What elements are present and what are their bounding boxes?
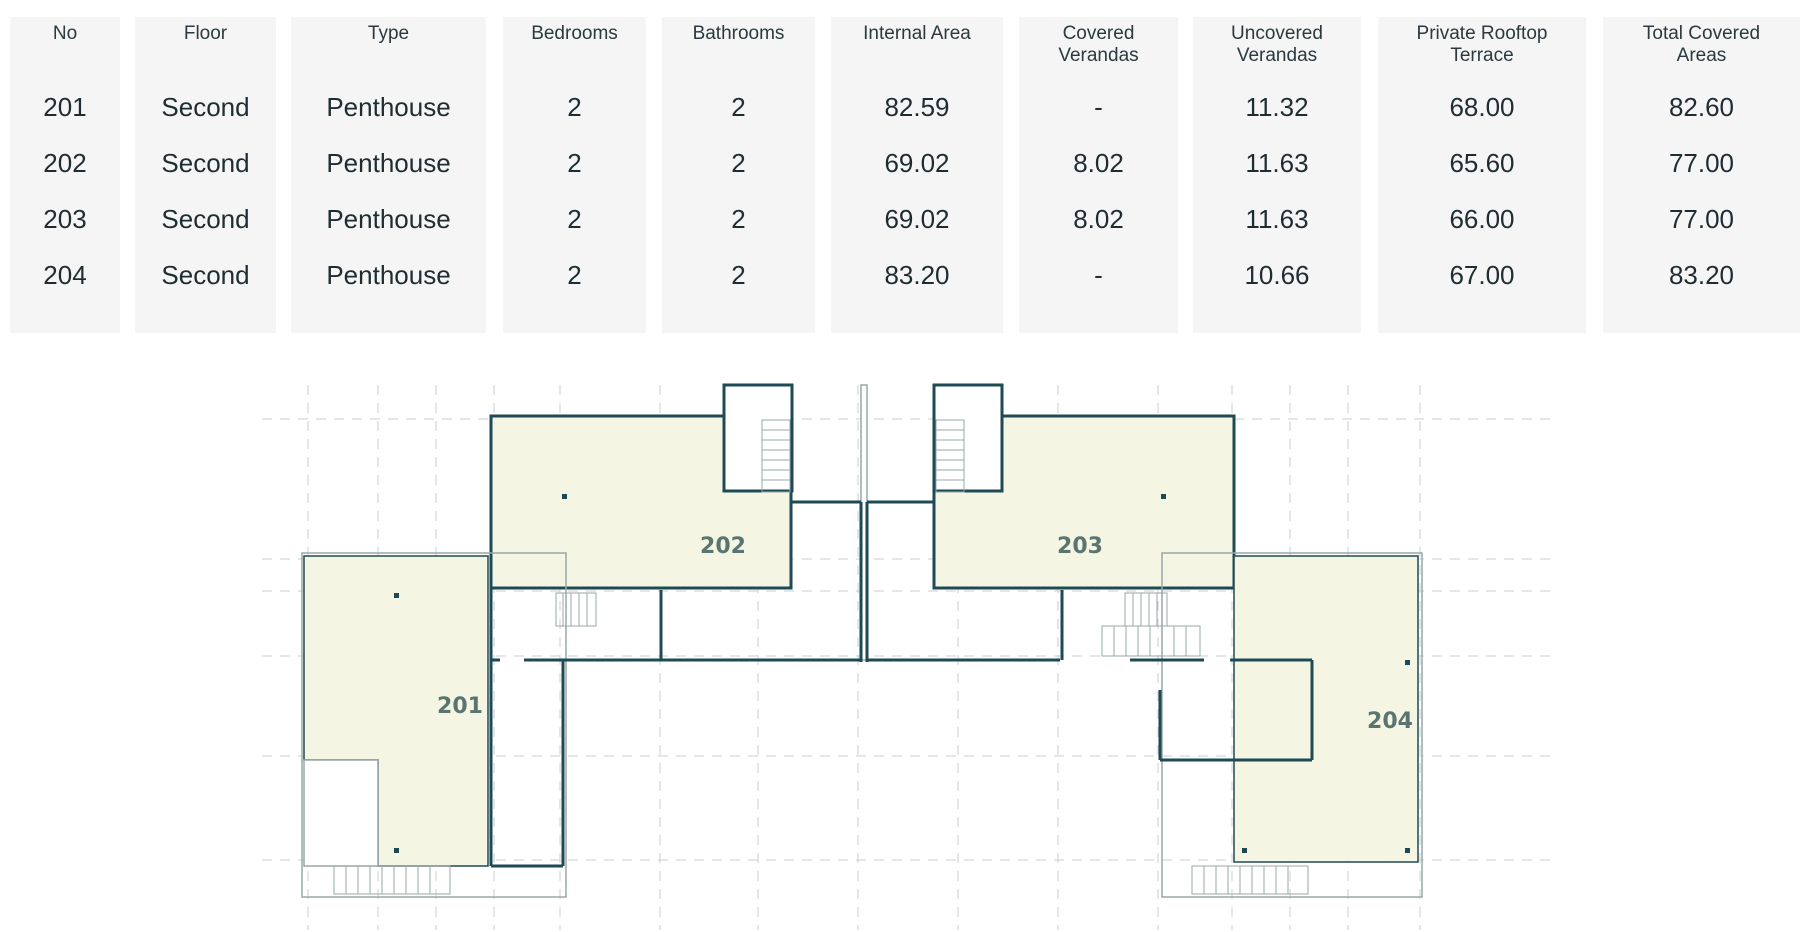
column-header-private-rooftop-terrace: Private Rooftop Terrace — [1378, 23, 1586, 67]
header-text: Areas — [1676, 45, 1727, 66]
table-cell: 2 — [567, 148, 582, 178]
table-cell: 10.66 — [1244, 260, 1310, 290]
table-cell: Penthouse — [326, 92, 451, 122]
header-text: Uncovered — [1231, 23, 1323, 44]
table-cell: 77.00 — [1668, 204, 1735, 234]
column-internal-area: Internal Area 82.59 69.02 69.02 83.20 — [831, 17, 1003, 333]
table-cell: Second — [161, 92, 250, 122]
table-cell: 77.00 — [1668, 148, 1735, 178]
table-cell: 11.32 — [1245, 92, 1309, 122]
unit-label-203: 203 — [1057, 534, 1103, 559]
column-header-bathrooms: Bathrooms — [662, 23, 815, 45]
unit-label-202: 202 — [700, 534, 746, 559]
unit-label-201: 201 — [437, 694, 483, 719]
table-cell: 2 — [567, 92, 582, 122]
table-cell: Penthouse — [326, 204, 451, 234]
column-covered-verandas: Covered Verandas - 8.02 8.02 - — [1019, 17, 1178, 333]
unit-schedule-table: No 201 202 203 204 Floor Second Second S… — [0, 0, 1817, 340]
table-cell: 203 — [43, 204, 87, 234]
header-text: Verandas — [1236, 45, 1318, 66]
header-text: Bedrooms — [531, 23, 618, 44]
table-cell: 69.02 — [884, 204, 950, 234]
table-cell: 82.60 — [1668, 92, 1735, 122]
table-cell: Second — [161, 148, 250, 178]
left-circulation-walls — [489, 588, 861, 868]
table-cell: 201 — [43, 92, 87, 122]
header-text: Total Covered — [1642, 23, 1761, 44]
header-text: No — [52, 23, 78, 44]
table-cell: 2 — [731, 92, 746, 122]
table-cell: 2 — [731, 260, 746, 290]
column-total-covered-areas: Total Covered Areas 82.60 77.00 77.00 83.… — [1603, 17, 1800, 333]
table-cell: 8.02 — [1073, 148, 1124, 178]
table-cell: 66.00 — [1449, 204, 1515, 234]
column-bathrooms: Bathrooms 2 2 2 2 — [662, 17, 815, 333]
column-header-total-covered-areas: Total Covered Areas — [1603, 23, 1800, 67]
header-text: Type — [367, 23, 410, 44]
table-cell: 2 — [567, 204, 582, 234]
unit-201-outline — [301, 552, 567, 898]
header-text: Internal Area — [863, 23, 971, 44]
table-cell: 67.00 — [1449, 260, 1515, 290]
column-header-no: No — [10, 23, 120, 45]
table-cell: 2 — [731, 204, 746, 234]
unit-203-outline — [932, 383, 1236, 590]
unit-label-204: 204 — [1367, 709, 1413, 734]
table-cell: 11.63 — [1245, 204, 1309, 234]
table-cell: - — [1094, 260, 1103, 290]
column-header-internal-area: Internal Area — [831, 23, 1003, 45]
column-header-type: Type — [291, 23, 486, 45]
right-circulation-walls — [867, 590, 1314, 762]
column-header-uncovered-verandas: Uncovered Verandas — [1193, 23, 1361, 67]
column-no: No 201 202 203 204 — [10, 17, 120, 333]
header-text: Private Rooftop — [1416, 23, 1548, 44]
column-header-covered-verandas: Covered Verandas — [1019, 23, 1178, 67]
table-cell: 2 — [567, 260, 582, 290]
header-text: Covered — [1062, 23, 1135, 44]
header-text: Bathrooms — [692, 23, 785, 44]
table-cell: - — [1094, 92, 1103, 122]
column-header-floor: Floor — [135, 23, 276, 45]
column-header-bedrooms: Bedrooms — [503, 23, 646, 45]
table-cell: Penthouse — [326, 148, 451, 178]
table-cell: Second — [161, 204, 250, 234]
floor-plan: 202 203 201 204 — [0, 340, 1817, 932]
column-bedrooms: Bedrooms 2 2 2 2 — [503, 17, 646, 333]
header-text: Terrace — [1450, 45, 1514, 66]
stairs — [333, 419, 1309, 895]
table-cell: 69.02 — [884, 148, 950, 178]
table-cell: Second — [161, 260, 250, 290]
column-floor: Floor Second Second Second Second — [135, 17, 276, 333]
table-cell: 83.20 — [884, 260, 950, 290]
header-text: Floor — [183, 23, 228, 44]
table-cell: Penthouse — [326, 260, 451, 290]
table-cell: 83.20 — [1668, 260, 1735, 290]
column-private-rooftop-terrace: Private Rooftop Terrace 68.00 65.60 66.00… — [1378, 17, 1586, 333]
table-cell: 2 — [731, 148, 746, 178]
unit-202-outline — [489, 383, 794, 590]
table-cell: 82.59 — [884, 92, 950, 122]
table-cell: 68.00 — [1449, 92, 1515, 122]
table-cell: 65.60 — [1449, 148, 1515, 178]
table-cell: 202 — [43, 148, 87, 178]
table-cell: 204 — [43, 260, 87, 290]
unit-204-outline — [1161, 552, 1423, 898]
table-cell: 11.63 — [1245, 148, 1309, 178]
column-type: Type Penthouse Penthouse Penthouse Penth… — [291, 17, 486, 333]
central-corridor — [791, 384, 934, 662]
header-text: Verandas — [1058, 45, 1139, 66]
table-cell: 8.02 — [1073, 204, 1124, 234]
floor-plan-drawing: 202 203 201 204 — [262, 383, 1555, 930]
column-uncovered-verandas: Uncovered Verandas 11.32 11.63 11.63 10.6… — [1193, 17, 1361, 333]
